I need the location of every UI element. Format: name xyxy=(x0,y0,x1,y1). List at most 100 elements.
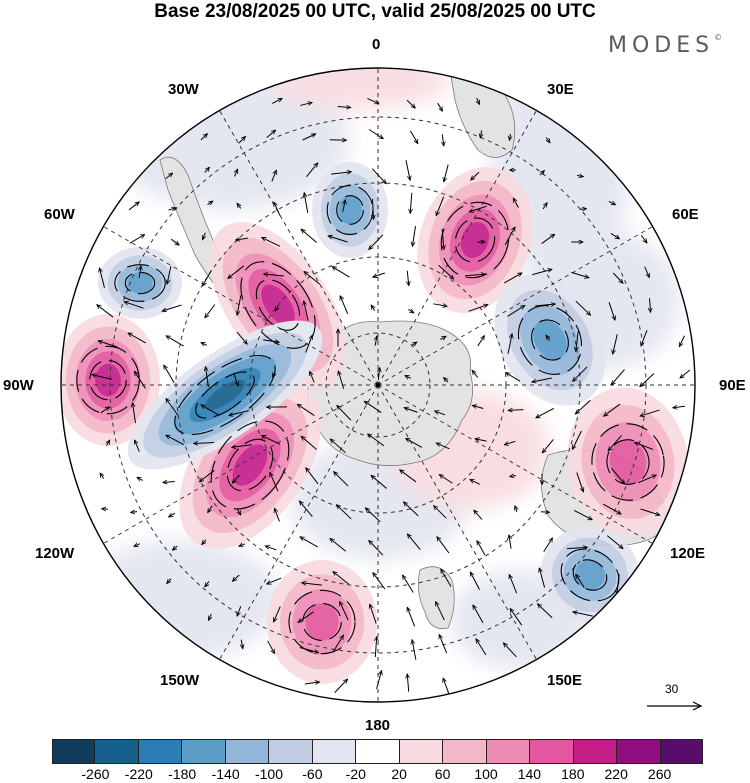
circulation-loop xyxy=(288,589,356,655)
colorbar-segment xyxy=(52,739,95,764)
wind-vector xyxy=(534,304,555,306)
wind-vector xyxy=(233,574,240,581)
colorbar-tick-label: -220 xyxy=(124,766,153,782)
wind-vector xyxy=(538,604,553,619)
wind-vector xyxy=(264,274,285,276)
wind-vector xyxy=(169,513,176,516)
wind-vector xyxy=(474,510,483,520)
anomaly-contour-band xyxy=(95,363,121,397)
wind-vector xyxy=(573,509,592,519)
wind-vector xyxy=(100,474,103,479)
lon-label-150w: 150W xyxy=(160,672,200,689)
wind-vector xyxy=(543,538,553,553)
wind-vector xyxy=(233,374,238,385)
wind-vector xyxy=(135,440,140,452)
wind-vector xyxy=(437,443,450,450)
colorbar-tick-label: 140 xyxy=(517,766,542,782)
wind-vector xyxy=(100,268,105,288)
wind-vector xyxy=(608,435,622,450)
wind-vector xyxy=(470,205,487,211)
lon-label-90w: 90W xyxy=(3,377,34,394)
wind-vector xyxy=(168,208,175,210)
wind-vector xyxy=(334,679,348,693)
wind-vector xyxy=(412,226,417,246)
wind-vector xyxy=(131,512,138,513)
wind-vector xyxy=(637,475,656,484)
wind-vector xyxy=(164,365,175,383)
wind-vector xyxy=(473,405,484,410)
colorbar-tick-label: -60 xyxy=(302,766,323,782)
wind-vector xyxy=(302,134,316,141)
wind-vector xyxy=(510,475,517,476)
wind-vector xyxy=(368,434,385,447)
wind-vector xyxy=(239,544,245,546)
wind-vector xyxy=(441,569,452,587)
lon-label-0: 0 xyxy=(372,36,381,53)
colorbar-tick-label: -180 xyxy=(168,766,197,782)
wind-vector xyxy=(205,581,210,586)
wind-vector xyxy=(200,134,207,141)
wind-vector xyxy=(440,475,453,484)
wind-vector xyxy=(579,209,586,210)
lon-label-120w: 120W xyxy=(35,545,75,562)
wind-vector xyxy=(434,506,447,519)
lon-label-120e: 120E xyxy=(670,545,706,562)
wind-vector xyxy=(510,609,523,626)
wind-vector xyxy=(375,637,376,658)
wind-vector xyxy=(310,372,315,383)
wind-vector xyxy=(375,336,377,346)
graticule xyxy=(61,68,695,702)
wind-vector xyxy=(236,238,249,240)
wind-vector xyxy=(409,130,417,144)
wind-vector xyxy=(232,444,252,448)
wind-vector xyxy=(504,227,515,245)
positive-anomaly-h6 xyxy=(267,560,377,684)
circulation-loop xyxy=(174,354,276,436)
lon-label-60w: 60W xyxy=(44,206,75,223)
wind-vector xyxy=(408,309,413,312)
wind-vector xyxy=(406,99,415,108)
wind-vector xyxy=(167,578,172,584)
wind-vector xyxy=(133,403,136,423)
circulation-loop xyxy=(210,420,290,510)
wind-vector xyxy=(306,163,317,178)
wind-vector xyxy=(406,439,423,448)
wind-vector xyxy=(472,371,479,378)
streamline-loop xyxy=(124,271,156,295)
wind-vector xyxy=(271,99,282,104)
wind-vector xyxy=(640,409,660,416)
wind-vector xyxy=(334,472,349,487)
wind-vector xyxy=(165,173,173,180)
circulation-loop xyxy=(440,201,510,279)
wind-vector xyxy=(337,505,352,520)
wind-vector xyxy=(365,401,382,413)
wind-vector xyxy=(644,266,650,277)
wind-vector xyxy=(573,430,582,449)
anomaly-contour-band xyxy=(575,560,605,590)
streamline-loop xyxy=(174,354,276,436)
streamline-loop xyxy=(560,548,620,602)
wind-vector xyxy=(166,435,185,446)
streamline-loop xyxy=(591,423,665,501)
wind-vector xyxy=(228,265,245,278)
wind-vector xyxy=(532,269,551,276)
wind-vector xyxy=(340,602,349,621)
wind-vector xyxy=(369,234,384,249)
colorbar-tick-label: -260 xyxy=(81,766,110,782)
colorbar-segment xyxy=(659,739,704,764)
wind-vector xyxy=(613,334,618,353)
wind-vector xyxy=(566,547,587,548)
streamline-loop xyxy=(195,371,255,419)
wind-vector xyxy=(301,437,317,450)
circulation-loop xyxy=(591,423,665,501)
wind-vector xyxy=(300,103,312,106)
lon-label-60e: 60E xyxy=(672,206,699,223)
wind-vector xyxy=(102,509,109,510)
streamline-loop xyxy=(114,264,166,302)
wind-vector xyxy=(262,436,281,445)
wind-vector xyxy=(437,102,443,111)
wind-vector xyxy=(576,575,585,588)
wind-vector xyxy=(338,371,345,389)
circulation-loop xyxy=(517,305,583,375)
wind-vector xyxy=(539,568,546,588)
